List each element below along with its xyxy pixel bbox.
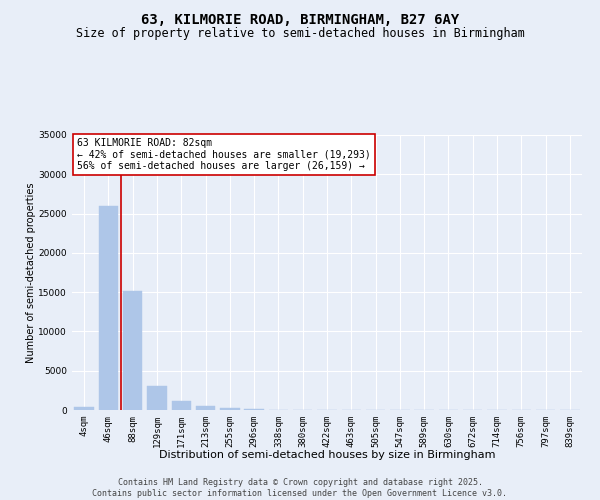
Bar [220,408,239,410]
Text: 63, KILMORIE ROAD, BIRMINGHAM, B27 6AY: 63, KILMORIE ROAD, BIRMINGHAM, B27 6AY [141,12,459,26]
Bar [123,292,142,410]
X-axis label: Distribution of semi-detached houses by size in Birmingham: Distribution of semi-detached houses by … [159,450,495,460]
Text: 63 KILMORIE ROAD: 82sqm
← 42% of semi-detached houses are smaller (19,293)
56% o: 63 KILMORIE ROAD: 82sqm ← 42% of semi-de… [77,138,371,171]
Bar [147,386,167,410]
Text: Size of property relative to semi-detached houses in Birmingham: Size of property relative to semi-detach… [76,28,524,40]
Bar [74,407,94,410]
Bar [244,409,264,410]
Bar [172,400,191,410]
Y-axis label: Number of semi-detached properties: Number of semi-detached properties [26,182,35,363]
Bar [196,406,215,410]
Bar [99,206,118,410]
Text: Contains HM Land Registry data © Crown copyright and database right 2025.
Contai: Contains HM Land Registry data © Crown c… [92,478,508,498]
